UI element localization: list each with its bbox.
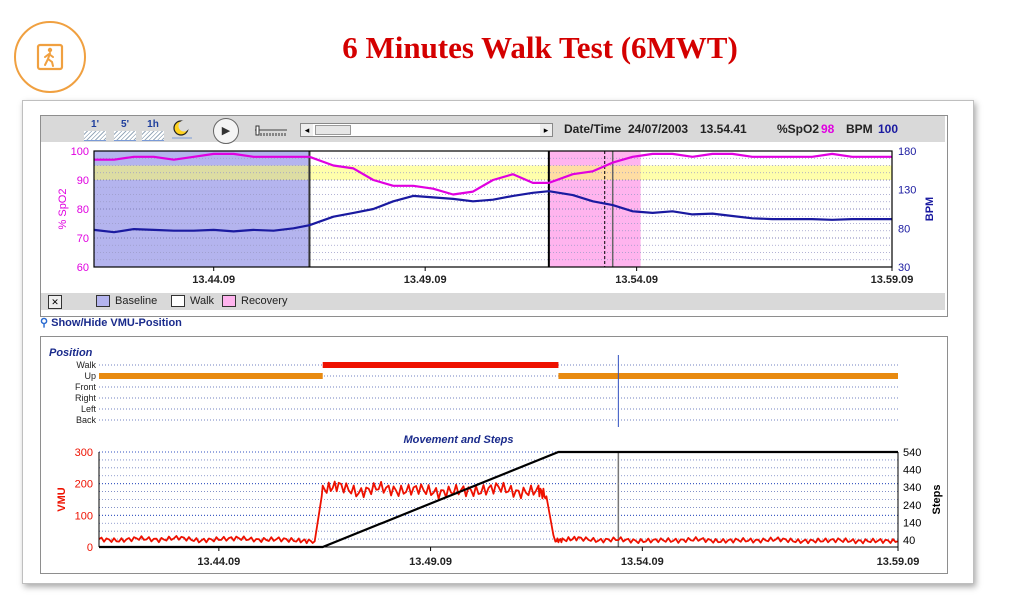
series-line-bpm bbox=[93, 190, 892, 234]
time-value: 13.54.41 bbox=[700, 122, 747, 136]
y-left-tick-label: 80 bbox=[77, 204, 89, 216]
x-tick-label: 13.59.09 bbox=[871, 274, 914, 286]
y-left-tick-label: 100 bbox=[75, 510, 93, 522]
legend-label-recovery: Recovery bbox=[241, 295, 288, 307]
y-right-axis-label: BPM bbox=[924, 197, 936, 221]
speed-slider[interactable] bbox=[253, 124, 289, 138]
position-category-label: Front bbox=[75, 382, 97, 392]
time-scrollbar[interactable]: ◂ ▸ bbox=[300, 123, 553, 137]
position-category-label: Back bbox=[76, 415, 97, 425]
magnifier-icon: ⚲ bbox=[40, 317, 49, 329]
series-line-spo2 bbox=[94, 152, 892, 196]
scroll-right-button[interactable]: ▸ bbox=[540, 124, 552, 136]
y-right-tick-label: 30 bbox=[898, 262, 910, 274]
page-title: 6 Minutes Walk Test (6MWT) bbox=[342, 30, 738, 65]
y-left-tick-label: 90 bbox=[77, 175, 89, 187]
y-right-tick-label: 540 bbox=[903, 447, 921, 459]
series-line-vmu bbox=[98, 480, 899, 545]
y-right-tick-label: 180 bbox=[898, 146, 916, 158]
position-title: Position bbox=[49, 347, 93, 359]
y-right-tick-label: 80 bbox=[898, 223, 910, 235]
x-tick-label: 13.59.09 bbox=[877, 556, 920, 568]
y-right-axis-label: Steps bbox=[931, 485, 943, 515]
zoom-1h-button[interactable]: 1h bbox=[142, 119, 164, 141]
y-left-tick-label: 70 bbox=[77, 233, 89, 245]
y-right-tick-label: 440 bbox=[903, 465, 921, 477]
scroll-thumb[interactable] bbox=[315, 125, 351, 135]
legend-label-baseline: Baseline bbox=[115, 295, 158, 307]
x-tick-label: 13.44.09 bbox=[197, 556, 240, 568]
x-tick-label: 13.44.09 bbox=[192, 274, 235, 286]
bpm-label: BPM bbox=[846, 122, 873, 136]
zoom-5min-label: 5' bbox=[121, 119, 129, 130]
bpm-value: 100 bbox=[878, 122, 899, 136]
vmu-position-toggle-label: Show/Hide VMU-Position bbox=[51, 317, 182, 329]
legend-swatch-recovery bbox=[222, 295, 236, 307]
y-left-axis-label: VMU bbox=[56, 487, 68, 512]
date-value: 24/07/2003 bbox=[628, 122, 689, 136]
legend-swatch-baseline bbox=[96, 295, 110, 307]
position-category-label: Left bbox=[81, 404, 97, 414]
x-tick-label: 13.49.09 bbox=[404, 274, 447, 286]
zoom-1min-button[interactable]: 1' bbox=[84, 119, 106, 141]
zoom-1min-label: 1' bbox=[91, 119, 99, 130]
spo2-label: %SpO2 bbox=[777, 122, 820, 136]
x-tick-label: 13.49.09 bbox=[409, 556, 452, 568]
scroll-left-button[interactable]: ◂ bbox=[301, 124, 313, 136]
vmu-position-toggle[interactable]: ⚲ Show/Hide VMU-Position bbox=[40, 316, 182, 329]
position-segment-up bbox=[99, 373, 323, 379]
position-segment-up bbox=[558, 373, 898, 379]
night-mode-button[interactable] bbox=[171, 119, 193, 141]
y-left-tick-label: 100 bbox=[71, 146, 89, 158]
position-category-label: Right bbox=[75, 393, 97, 403]
y-right-tick-label: 240 bbox=[903, 500, 921, 512]
zoom-5min-button[interactable]: 5' bbox=[114, 119, 136, 141]
moon-icon bbox=[172, 120, 192, 139]
y-right-tick-label: 140 bbox=[903, 517, 921, 529]
date-label: Date/Time bbox=[564, 122, 622, 136]
zoom-1h-label: 1h bbox=[147, 119, 159, 130]
movement-title: Movement and Steps bbox=[403, 434, 513, 446]
y-right-tick-label: 130 bbox=[898, 185, 916, 197]
walking-person-logo-icon bbox=[14, 21, 86, 93]
y-left-axis-label: % SpO2 bbox=[57, 189, 69, 230]
position-category-label: Walk bbox=[76, 360, 96, 370]
play-button[interactable]: ▶ bbox=[213, 118, 239, 144]
legend-label-walk: Walk bbox=[190, 295, 215, 307]
position-segment-walk bbox=[322, 362, 559, 368]
y-right-tick-label: 340 bbox=[903, 482, 921, 494]
x-tick-label: 13.54.09 bbox=[615, 274, 658, 286]
play-icon: ▶ bbox=[221, 125, 231, 137]
legend-swatch-walk bbox=[171, 295, 185, 307]
y-left-tick-label: 300 bbox=[75, 447, 93, 459]
y-right-tick-label: 40 bbox=[903, 535, 915, 547]
y-left-tick-label: 0 bbox=[87, 542, 93, 554]
y-left-tick-label: 200 bbox=[75, 479, 93, 491]
vitals-chart: 60 70 80 90 100 30 80 130 180 % SpO2 BPM 13.44.09 13… bbox=[57, 146, 936, 286]
legend-close-button[interactable]: ✕ bbox=[48, 295, 62, 309]
spo2-value: 98 bbox=[821, 122, 835, 136]
x-tick-label: 13.54.09 bbox=[621, 556, 664, 568]
position-category-label: Up bbox=[84, 371, 96, 381]
phase-legend: ✕ Baseline Walk Recovery bbox=[41, 293, 945, 310]
plot-border bbox=[93, 150, 893, 268]
y-left-tick-label: 60 bbox=[77, 262, 89, 274]
